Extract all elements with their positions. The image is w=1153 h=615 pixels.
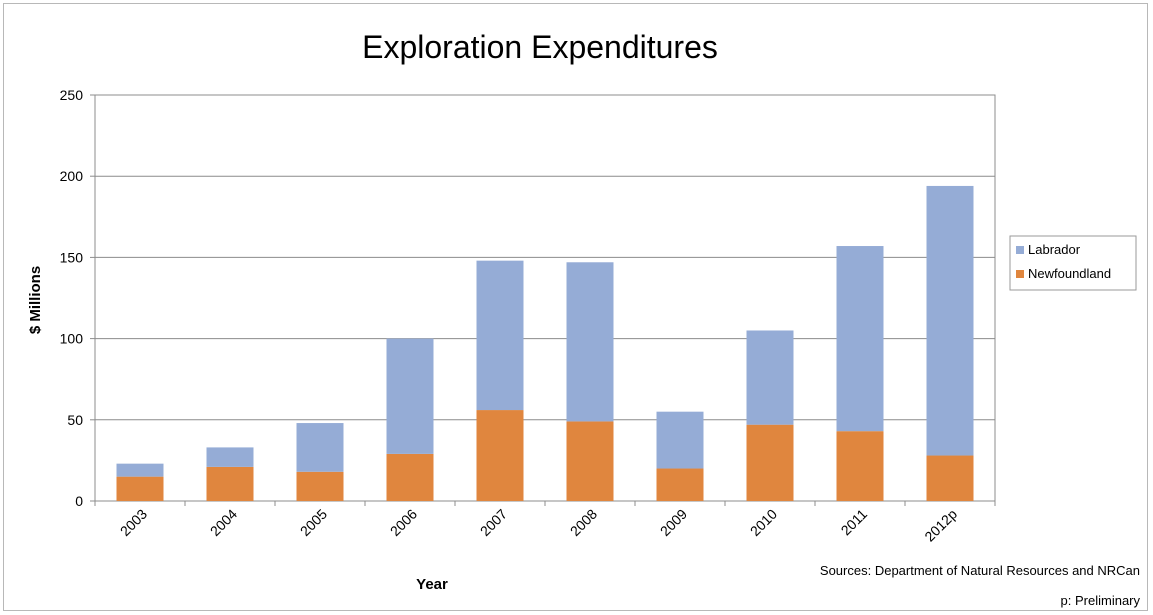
bar-labrador-2012p bbox=[926, 185, 974, 456]
bar-labrador-2011 bbox=[836, 246, 884, 432]
bar-newfoundland-2011 bbox=[836, 431, 884, 501]
bar-labrador-2007 bbox=[476, 260, 524, 411]
x-tick-label: 2005 bbox=[297, 506, 330, 539]
x-tick-label: 2007 bbox=[477, 506, 510, 539]
bar-newfoundland-2009 bbox=[656, 468, 704, 501]
legend-label-newfoundland: Newfoundland bbox=[1028, 266, 1111, 281]
preliminary-note: p: Preliminary bbox=[1061, 593, 1141, 608]
x-tick-label: 2006 bbox=[387, 506, 420, 539]
legend-label-labrador: Labrador bbox=[1028, 242, 1081, 257]
bar-labrador-2009 bbox=[656, 411, 704, 469]
x-axis-title: Year bbox=[416, 576, 448, 593]
bar-newfoundland-2008 bbox=[566, 421, 614, 501]
bar-newfoundland-2006 bbox=[386, 453, 434, 501]
bar-labrador-2003 bbox=[116, 463, 164, 477]
bar-newfoundland-2007 bbox=[476, 410, 524, 501]
x-axis-ticks: 2003 2004 2005 2006 2007 2008 2009 2010 2011 2012… bbox=[94, 501, 996, 545]
bar-newfoundland-2012p bbox=[926, 455, 974, 501]
chart-title: Exploration Expenditures bbox=[362, 29, 718, 65]
bar-newfoundland-2010 bbox=[746, 424, 794, 501]
bar-newfoundland-2005 bbox=[296, 471, 344, 501]
legend-swatch-newfoundland bbox=[1016, 270, 1024, 278]
bar-labrador-2008 bbox=[566, 262, 614, 422]
y-tick-label: 50 bbox=[67, 412, 83, 428]
bar-labrador-2005 bbox=[296, 423, 344, 472]
source-note: Sources: Department of Natural Resources… bbox=[820, 563, 1140, 578]
y-tick-label: 200 bbox=[60, 168, 84, 184]
bar-newfoundland-2004 bbox=[206, 466, 254, 501]
bar-labrador-2010 bbox=[746, 330, 794, 425]
bar-newfoundland-2003 bbox=[116, 476, 164, 501]
x-tick-label: 2003 bbox=[117, 506, 150, 539]
legend-box bbox=[1009, 235, 1137, 291]
x-tick-label: 2010 bbox=[747, 506, 780, 539]
x-tick-label: 2012p bbox=[921, 506, 960, 545]
y-tick-label: 150 bbox=[60, 249, 84, 265]
chart-frame bbox=[3, 3, 1148, 611]
bars bbox=[116, 185, 974, 501]
x-tick-label: 2008 bbox=[567, 506, 600, 539]
y-axis-ticks: 0 50 100 150 200 250 bbox=[60, 87, 84, 509]
legend-swatch-labrador bbox=[1016, 246, 1024, 254]
legend: Labrador Newfoundland bbox=[1009, 235, 1137, 291]
bar-labrador-2004 bbox=[206, 447, 254, 467]
y-axis-title: $ Millions bbox=[27, 266, 44, 334]
x-tick-label: 2004 bbox=[207, 506, 240, 539]
x-tick-label: 2009 bbox=[657, 506, 690, 539]
y-tick-label: 100 bbox=[60, 331, 84, 347]
bar-labrador-2006 bbox=[386, 338, 434, 454]
y-tick-label: 250 bbox=[60, 87, 84, 103]
x-tick-label: 2011 bbox=[838, 506, 871, 539]
y-tick-label: 0 bbox=[75, 493, 83, 509]
